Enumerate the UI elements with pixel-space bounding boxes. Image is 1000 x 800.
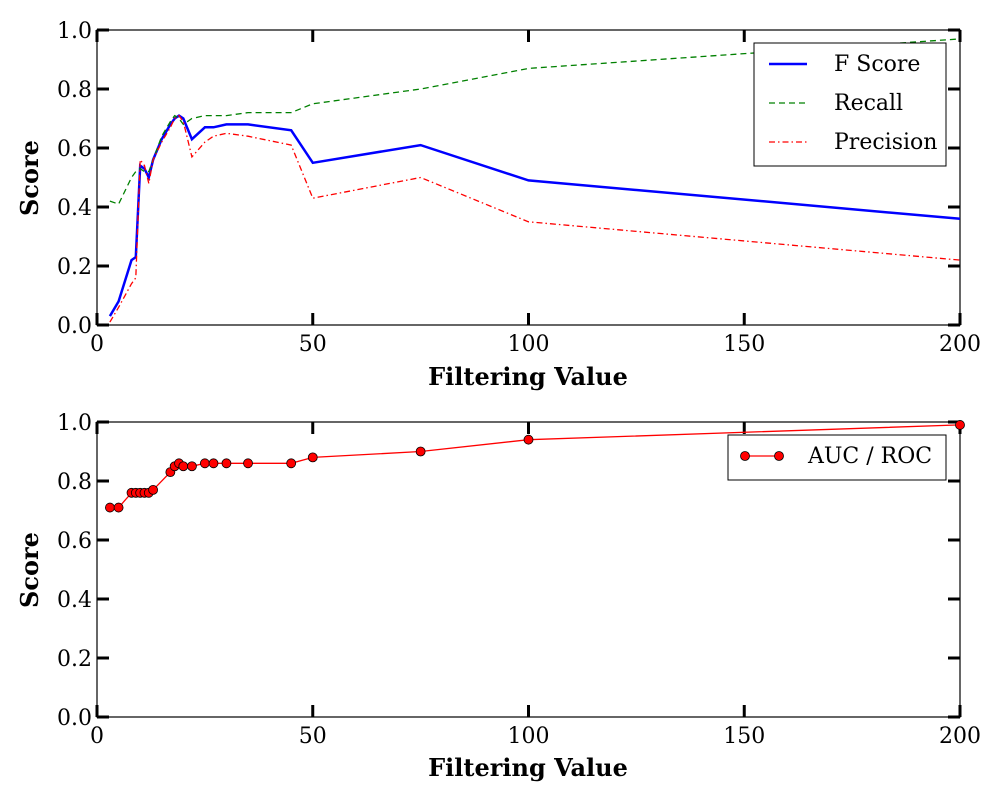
data-point [416,447,425,456]
data-point [149,485,158,494]
legend-label: Recall [834,91,903,116]
y-tick-label: 0.4 [57,196,92,221]
data-point [956,420,965,429]
data-point [222,459,231,468]
data-point [209,459,218,468]
y-tick-label: 0.0 [57,314,92,339]
x-tick-label: 50 [299,332,327,357]
y-tick-label: 0.8 [57,78,92,103]
x-tick-label: 150 [723,724,765,749]
data-point [524,435,533,444]
top-chart-panel: 0 50 100 150 200 0.0 0.2 0.4 0.6 0.8 1.0 Filtering… [15,19,981,391]
data-point [187,462,196,471]
x-tick-label: 200 [939,724,981,749]
data-point [114,503,123,512]
top-legend: F Score Recall Precision [754,43,946,166]
legend-label: F Score [834,52,920,77]
legend-label: Precision [834,130,937,155]
y-tick-label: 0.4 [57,588,92,613]
data-point [105,503,114,512]
top-x-axis-title: Filtering Value [428,362,628,391]
x-tick-label: 0 [90,332,104,357]
legend-marker [741,452,750,461]
data-point [179,462,188,471]
data-point [287,459,296,468]
y-tick-label: 0.6 [57,529,92,554]
top-y-axis-title: Score [15,140,44,216]
bottom-y-axis-title: Score [15,532,44,608]
legend-label: AUC / ROC [807,444,932,469]
bottom-legend: AUC / ROC [728,435,946,480]
bottom-chart-panel: 0 50 100 150 200 0.0 0.2 0.4 0.6 0.8 1.0 Filtering… [15,411,981,782]
y-tick-label: 0.0 [57,706,92,731]
x-tick-label: 200 [939,332,981,357]
x-tick-label: 100 [508,724,550,749]
bottom-x-axis-title: Filtering Value [428,753,628,782]
y-tick-label: 0.2 [57,255,92,280]
x-tick-label: 0 [90,724,104,749]
data-point [200,459,209,468]
y-tick-label: 1.0 [57,19,92,44]
y-tick-label: 0.8 [57,470,92,495]
y-tick-label: 1.0 [57,411,92,436]
x-tick-label: 150 [723,332,765,357]
x-tick-label: 50 [299,724,327,749]
data-point [244,459,253,468]
y-tick-label: 0.2 [57,647,92,672]
x-tick-label: 100 [508,332,550,357]
legend-marker [775,452,784,461]
data-point [308,453,317,462]
y-tick-label: 0.6 [57,137,92,162]
